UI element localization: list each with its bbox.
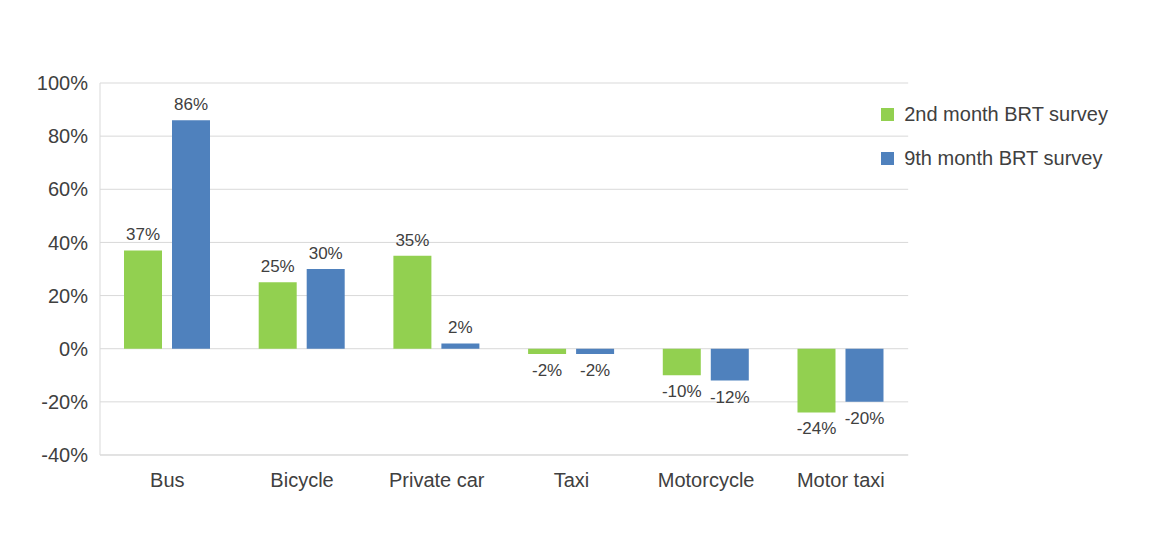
svg-text:100%: 100% bbox=[37, 72, 88, 94]
svg-text:80%: 80% bbox=[48, 125, 88, 147]
svg-text:86%: 86% bbox=[174, 95, 208, 114]
svg-text:-2%: -2% bbox=[532, 361, 562, 380]
svg-text:Bus: Bus bbox=[150, 469, 184, 491]
svg-text:-24%: -24% bbox=[797, 419, 837, 438]
svg-text:35%: 35% bbox=[395, 231, 429, 250]
svg-text:37%: 37% bbox=[126, 225, 160, 244]
svg-text:-12%: -12% bbox=[710, 388, 750, 407]
svg-text:-10%: -10% bbox=[662, 382, 702, 401]
svg-text:Bicycle: Bicycle bbox=[270, 469, 333, 491]
svg-text:-20%: -20% bbox=[41, 391, 88, 413]
svg-text:-20%: -20% bbox=[845, 409, 885, 428]
html-text:9th month BRT survey: 9th month BRT survey bbox=[904, 146, 1103, 169]
html-text:2nd month BRT survey: 2nd month BRT survey bbox=[904, 102, 1108, 125]
svg-text:-40%: -40% bbox=[41, 444, 88, 466]
svg-text:Taxi: Taxi bbox=[554, 469, 590, 491]
svg-text:20%: 20% bbox=[48, 285, 88, 307]
svg-text:40%: 40% bbox=[48, 232, 88, 254]
svg-text:Private car: Private car bbox=[389, 469, 485, 491]
svg-text:0%: 0% bbox=[59, 338, 88, 360]
svg-text:30%: 30% bbox=[309, 244, 343, 263]
svg-text:-2%: -2% bbox=[580, 361, 610, 380]
svg-text:60%: 60% bbox=[48, 178, 88, 200]
svg-text:Motorcycle: Motorcycle bbox=[658, 469, 755, 491]
svg-text:Motor taxi: Motor taxi bbox=[797, 469, 885, 491]
svg-text:2%: 2% bbox=[448, 318, 473, 337]
svg-text:25%: 25% bbox=[261, 257, 295, 276]
